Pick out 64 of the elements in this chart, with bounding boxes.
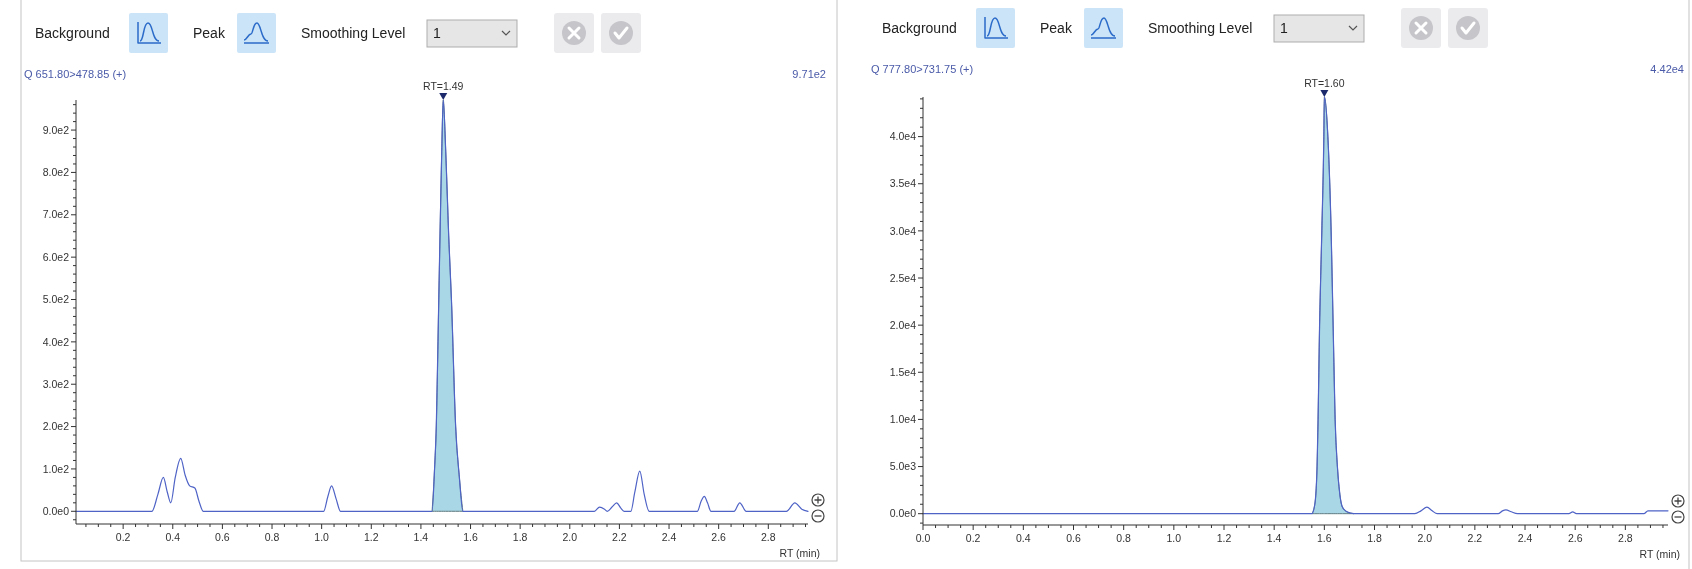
x-tick-label: 0.8 (264, 531, 280, 543)
x-tick-label: 2.2 (612, 531, 627, 543)
x-tick-label: 0.4 (1016, 532, 1031, 544)
x-tick-label: 1.0 (1166, 532, 1182, 544)
x-tick-label: 1.6 (463, 531, 478, 543)
x-tick-label: 0.2 (115, 531, 131, 543)
annotation: RT=1.49 (423, 80, 464, 92)
text: Background (35, 24, 110, 41)
y-tick-label: 9.0e2 (42, 123, 70, 136)
x-tick-label: 0.6 (1066, 532, 1081, 544)
x-tick-label: 0.2 (965, 532, 981, 544)
y-tick-label: 4.0e4 (889, 130, 917, 143)
x-tick-label: 1.2 (1216, 532, 1232, 544)
x-axis-title: RT (min) (779, 547, 820, 559)
text: Peak (1040, 19, 1073, 36)
y-tick-label: 2.0e2 (42, 420, 70, 433)
y-tick-label: 1.0e2 (42, 462, 70, 475)
text: 9.71e2 (792, 68, 826, 80)
y-tick-label: 1.5e4 (889, 365, 917, 378)
text: 4.42e4 (1650, 63, 1684, 75)
y-tick-label: 0.0e0 (42, 504, 70, 517)
y-tick-label: 5.0e3 (889, 460, 917, 473)
chart-title: Q 777.80>731.75 (+) (871, 63, 974, 75)
x-tick-label: 2.0 (562, 531, 578, 543)
y-tick-label: 1.0e4 (889, 413, 917, 426)
x-tick-label: 1.6 (1317, 532, 1332, 544)
x-tick-label: 1.2 (363, 531, 379, 543)
x-tick-label: 2.4 (1517, 532, 1533, 544)
x-tick-label: 1.4 (413, 531, 429, 543)
text: Smoothing Level (301, 24, 406, 41)
y-tick-label: 3.0e4 (889, 224, 917, 237)
y-tick-label: 6.0e2 (42, 250, 70, 263)
chart-title: Q 651.80>478.85 (+) (24, 68, 127, 80)
x-tick-label: 0.8 (1116, 532, 1132, 544)
x-tick-label: 0.0 (915, 532, 931, 544)
y-tick-label: 3.0e2 (42, 377, 70, 390)
x-tick-label: 2.2 (1467, 532, 1483, 544)
x-tick-label: 0.4 (165, 531, 181, 543)
x-tick-label: 1.0 (314, 531, 330, 543)
y-tick-label: 2.0e4 (889, 318, 917, 331)
x-tick-label: 2.8 (760, 531, 776, 543)
y-tick-label: 0.0e0 (889, 507, 917, 520)
x-axis-title: RT (min) (1639, 548, 1680, 560)
x-tick-label: 1.4 (1266, 532, 1282, 544)
text: 1 (433, 24, 441, 41)
x-tick-label: 2.0 (1417, 532, 1433, 544)
text: Background (882, 19, 957, 36)
x-tick-label: 1.8 (1367, 532, 1382, 544)
x-tick-label: 2.6 (711, 531, 727, 543)
x-tick-label: 1.8 (512, 531, 528, 543)
y-tick-label: 8.0e2 (42, 166, 70, 179)
text: Smoothing Level (1148, 19, 1253, 36)
text: 1 (1280, 19, 1288, 36)
y-tick-label: 4.0e2 (42, 335, 70, 348)
y-tick-label: 5.0e2 (42, 293, 70, 306)
x-tick-label: 2.8 (1618, 532, 1633, 544)
x-tick-label: 0.6 (215, 531, 230, 543)
y-tick-label: 2.5e4 (889, 271, 917, 284)
annotation: RT=1.60 (1304, 77, 1345, 89)
x-tick-label: 2.6 (1567, 532, 1583, 544)
text: Peak (193, 24, 226, 41)
y-tick-label: 3.5e4 (889, 177, 917, 190)
y-tick-label: 7.0e2 (42, 208, 70, 221)
x-tick-label: 2.4 (661, 531, 677, 543)
